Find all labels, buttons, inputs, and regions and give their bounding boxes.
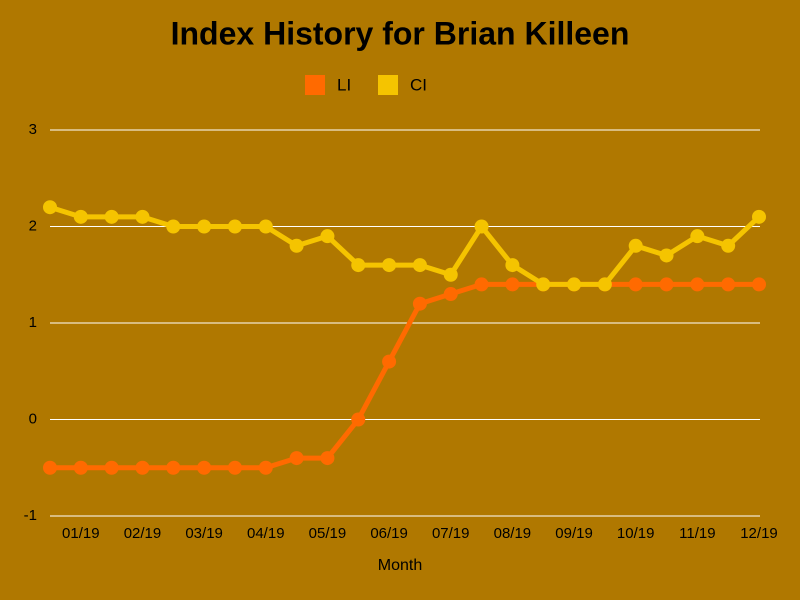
data-point (536, 277, 551, 292)
x-tick-label: 03/19 (185, 525, 223, 542)
data-point (382, 258, 397, 273)
data-point (659, 248, 674, 263)
data-point (258, 460, 273, 475)
data-point (227, 460, 242, 475)
x-tick-label: 11/19 (679, 525, 715, 542)
legend-label: CI (410, 75, 427, 94)
data-point (628, 238, 643, 253)
data-point (567, 277, 582, 292)
data-point (412, 258, 427, 273)
x-tick-label: 09/19 (555, 525, 593, 542)
data-point (597, 277, 612, 292)
data-point (721, 238, 736, 253)
data-point (104, 460, 119, 475)
legend-swatch (305, 75, 325, 95)
data-point (320, 451, 335, 466)
data-point (197, 219, 212, 234)
chart-title: Index History for Brian Killeen (171, 15, 630, 51)
x-tick-label: 12/19 (740, 525, 778, 542)
x-tick-label: 05/19 (309, 525, 347, 542)
data-point (197, 460, 212, 475)
x-axis-label: Month (378, 557, 422, 574)
y-tick-label: 1 (29, 314, 37, 331)
data-point (628, 277, 643, 292)
data-point (752, 209, 766, 224)
data-point (443, 267, 458, 282)
data-point (104, 209, 119, 224)
x-tick-label: 07/19 (432, 525, 470, 542)
x-tick-label: 06/19 (370, 525, 408, 542)
y-tick-label: 2 (29, 217, 37, 234)
x-tick-label: 08/19 (494, 525, 532, 542)
data-point (166, 460, 181, 475)
x-tick-label: 10/19 (617, 525, 655, 542)
data-point (289, 451, 304, 466)
data-point (166, 219, 181, 234)
data-point (412, 296, 427, 311)
data-point (474, 277, 489, 292)
data-point (659, 277, 674, 292)
data-point (43, 460, 57, 475)
y-tick-label: 3 (29, 121, 37, 138)
data-point (73, 209, 88, 224)
data-point (505, 258, 520, 273)
data-point (73, 460, 88, 475)
data-point (320, 229, 335, 244)
legend-label: LI (337, 75, 351, 94)
data-point (43, 200, 57, 215)
data-point (135, 209, 150, 224)
data-point (474, 219, 489, 234)
data-point (135, 460, 150, 475)
data-point (690, 229, 705, 244)
data-point (227, 219, 242, 234)
data-point (752, 277, 766, 292)
x-tick-label: 02/19 (124, 525, 162, 542)
data-point (721, 277, 736, 292)
x-tick-label: 04/19 (247, 525, 285, 542)
data-point (382, 354, 397, 369)
data-point (289, 238, 304, 253)
data-point (351, 258, 366, 273)
y-tick-label: 0 (29, 410, 37, 427)
data-point (258, 219, 273, 234)
data-point (351, 412, 366, 427)
data-point (443, 287, 458, 302)
x-tick-label: 01/19 (62, 525, 100, 542)
legend-swatch (378, 75, 398, 95)
data-point (505, 277, 520, 292)
data-point (690, 277, 705, 292)
y-tick-label: -1 (24, 507, 37, 524)
